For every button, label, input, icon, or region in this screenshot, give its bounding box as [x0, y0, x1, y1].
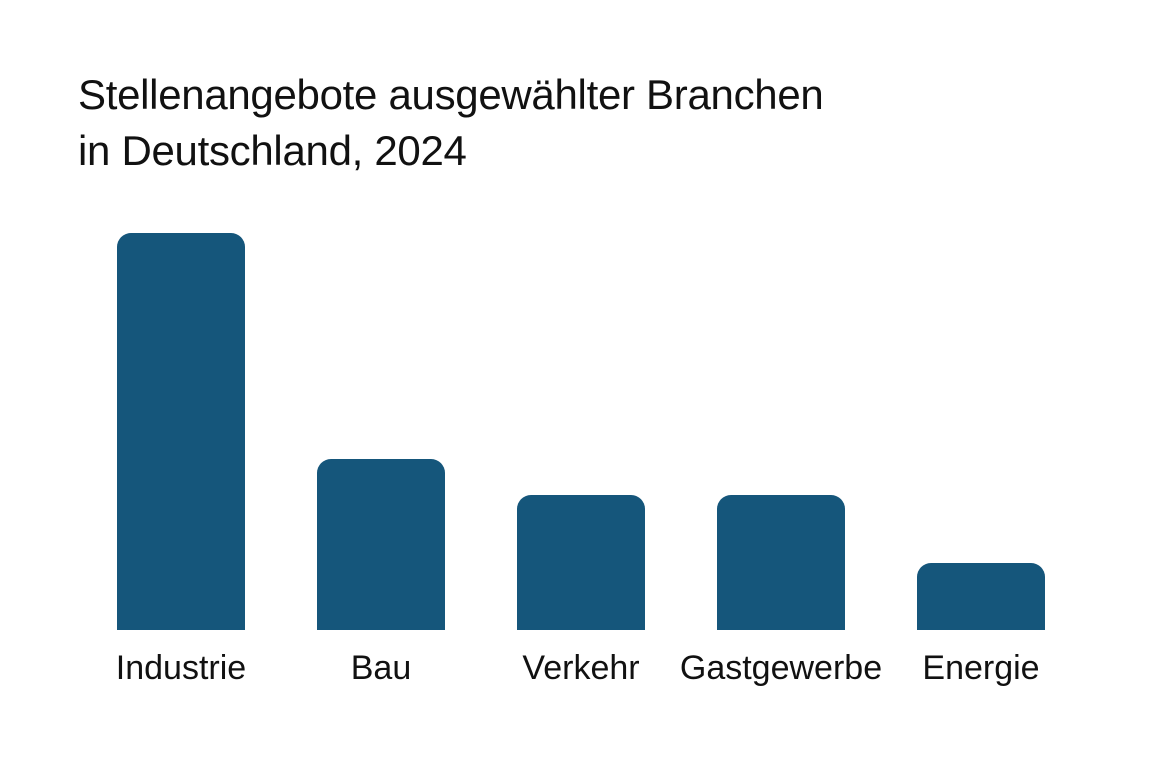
- bar-column-verkehr: Verkehr: [517, 233, 645, 687]
- bar-gastgewerbe: [717, 495, 845, 630]
- bar-verkehr: [517, 495, 645, 630]
- bar-label-bau: Bau: [350, 649, 412, 687]
- bar-energie: [917, 563, 1045, 630]
- chart-title-line1: Stellenangebote ausgewählter Branchen: [78, 71, 824, 118]
- bar-label-gastgewerbe: Gastgewerbe: [679, 649, 883, 687]
- bar-chart-plot-area: Industrie Bau Verkehr Gastgewerbe Energie: [116, 233, 1045, 687]
- bar-column-gastgewerbe: Gastgewerbe: [680, 233, 882, 687]
- bar-label-verkehr: Verkehr: [522, 649, 640, 687]
- chart-title-line2: in Deutschland, 2024: [78, 127, 467, 174]
- bar-industrie: [117, 233, 245, 630]
- chart-title: Stellenangebote ausgewählter Branchen in…: [78, 67, 824, 179]
- bar-label-industrie: Industrie: [115, 649, 247, 687]
- bar-column-bau: Bau: [317, 233, 445, 687]
- bar-column-industrie: Industrie: [116, 233, 246, 687]
- bar-column-energie: Energie: [917, 233, 1045, 687]
- bar-label-energie: Energie: [922, 649, 1040, 687]
- bar-bau: [317, 459, 445, 630]
